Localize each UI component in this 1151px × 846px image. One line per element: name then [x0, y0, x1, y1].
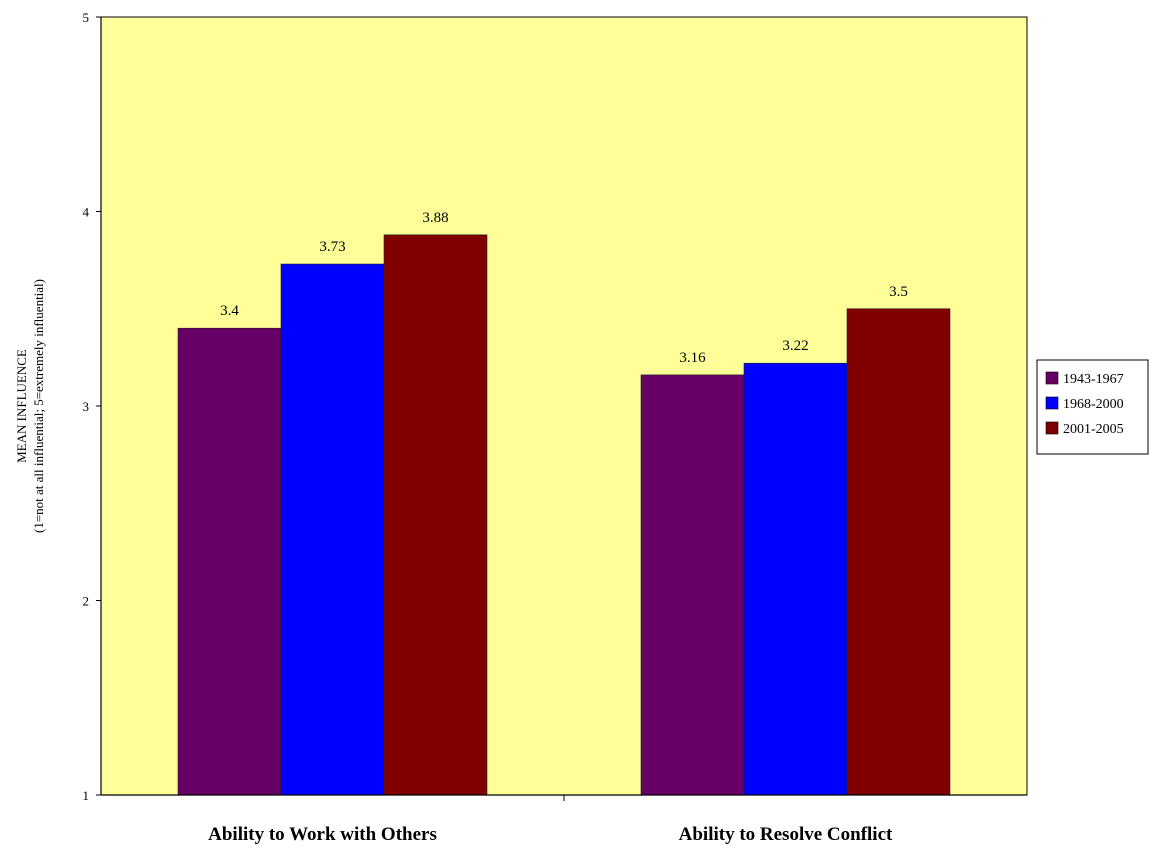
bar	[280, 263, 385, 796]
data-label: 3.88	[422, 210, 448, 226]
bar	[743, 362, 848, 796]
y-axis-subtitle: (1=not at all influential; 5=extremely i…	[31, 279, 46, 533]
legend-label: 1943-1967	[1063, 372, 1124, 387]
y-tick-label: 4	[83, 205, 90, 220]
bar	[846, 308, 951, 796]
x-category-label: Ability to Resolve Conflict	[679, 824, 893, 845]
x-category-label: Ability to Work with Others	[208, 824, 437, 845]
bar	[383, 234, 488, 796]
data-label: 3.4	[220, 303, 239, 319]
legend-swatch	[1045, 421, 1059, 435]
legend-swatch	[1045, 396, 1059, 410]
data-label: 3.16	[679, 350, 706, 366]
y-tick-label: 2	[83, 594, 90, 609]
legend: 1943-1967 1968-2000 2001-2005	[1036, 359, 1149, 455]
legend-label: 2001-2005	[1063, 422, 1124, 437]
y-tick-label: 3	[83, 399, 90, 414]
legend-swatch	[1045, 371, 1059, 385]
data-label: 3.22	[782, 338, 808, 354]
bar	[177, 327, 282, 796]
data-label: 3.73	[319, 239, 345, 255]
y-axis-title: MEAN INFLUENCE	[14, 349, 29, 463]
y-tick-label: 1	[83, 788, 90, 803]
y-tick-label: 5	[83, 10, 90, 25]
legend-label: 1968-2000	[1063, 397, 1124, 412]
bar	[640, 374, 745, 796]
data-label: 3.5	[889, 284, 908, 300]
